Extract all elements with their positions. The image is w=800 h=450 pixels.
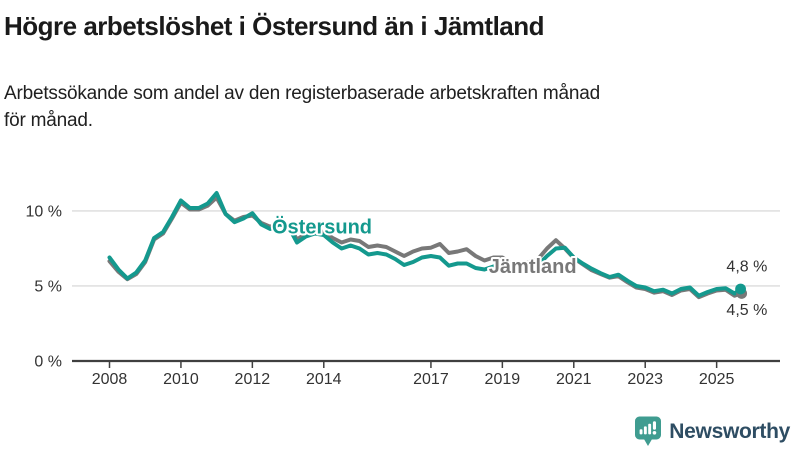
x-tick-label: 2019	[485, 371, 521, 388]
x-tick-label: 2017	[413, 371, 449, 388]
series-label-östersund: Östersund	[272, 216, 372, 239]
series-line-östersund	[107, 191, 743, 298]
y-tick-label: 0 %	[34, 354, 62, 371]
newsworthy-logo[interactable]: Newsworthy	[634, 416, 790, 447]
x-tick-label: 2023	[627, 371, 663, 388]
page-title: Högre arbetslöshet i Östersund än i Jämt…	[4, 11, 545, 41]
x-tick-label: 2021	[556, 371, 592, 388]
series-end-dot-östersund	[735, 283, 746, 295]
subtitle-line-2: för månad.	[4, 109, 93, 131]
newsworthy-bubble-chart-icon	[635, 416, 662, 446]
series-label-jämtland: Jämtland	[489, 256, 577, 278]
y-tick-label: 10 %	[26, 203, 62, 220]
chart-subtitle: Arbetssökande som andel av den registerb…	[0, 42, 800, 134]
x-tick-label: 2008	[92, 371, 128, 388]
x-tick-label: 2025	[699, 371, 735, 388]
series-line-jämtland	[107, 195, 743, 300]
x-tick-label: 2012	[235, 371, 271, 388]
newsworthy-wordmark: Newsworthy	[669, 419, 790, 443]
subtitle-line-1: Arbetssökande som andel av den registerb…	[4, 82, 601, 104]
y-tick-label: 5 %	[34, 278, 62, 295]
end-value-label: 4,5 %	[726, 302, 767, 319]
x-tick-label: 2014	[306, 371, 342, 388]
x-tick-label: 2010	[163, 371, 199, 388]
end-value-label: 4,8 %	[726, 259, 767, 276]
